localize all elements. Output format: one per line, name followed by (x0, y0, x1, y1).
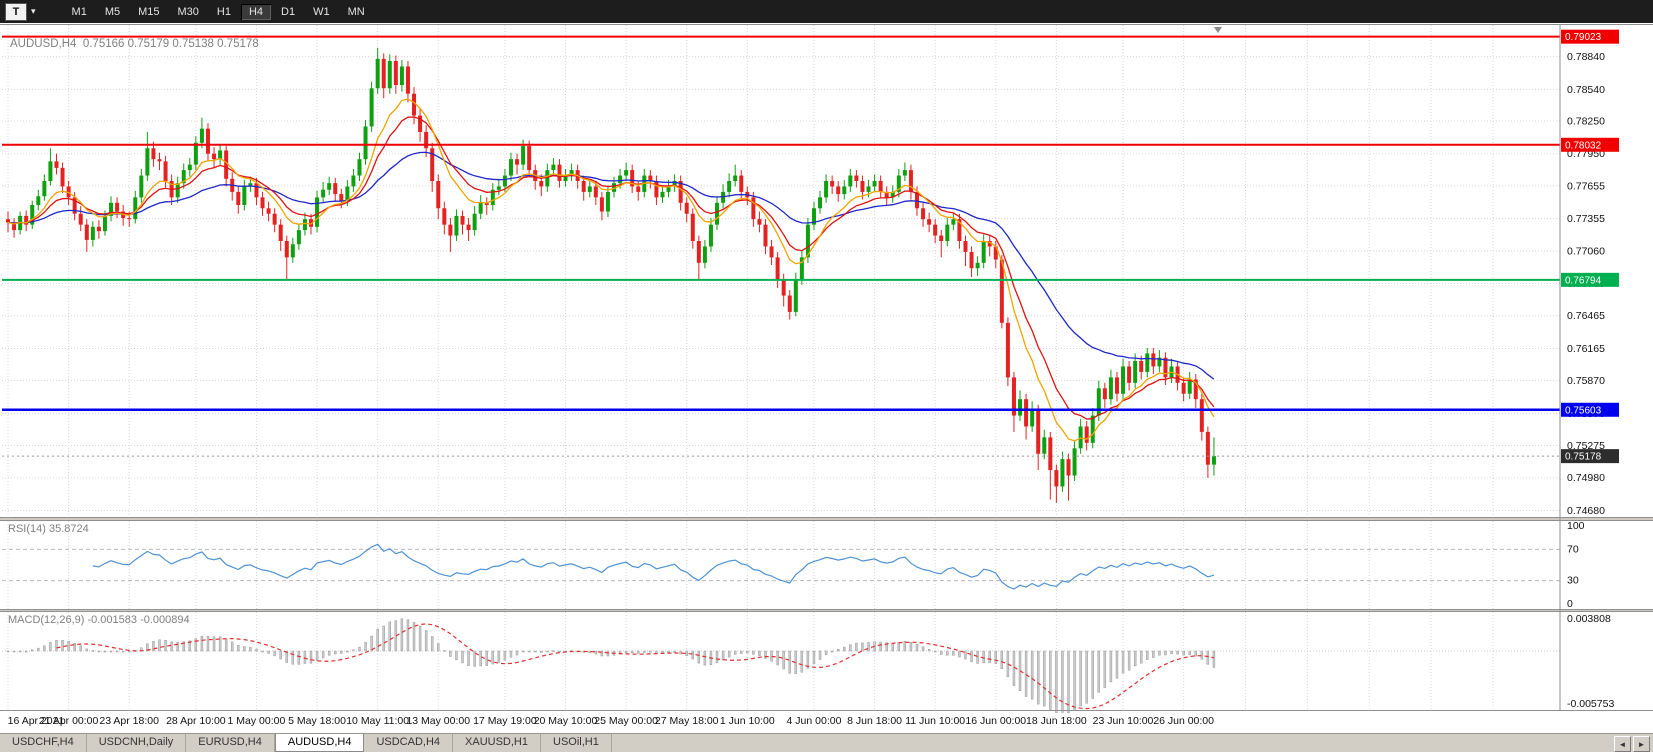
svg-text:16 Jun 00:00: 16 Jun 00:00 (965, 715, 1026, 727)
chart-type-button[interactable]: T (5, 2, 27, 21)
svg-text:27 May 18:00: 27 May 18:00 (655, 715, 719, 727)
timeframe-button-m5[interactable]: M5 (104, 5, 121, 18)
timeframe-button-w1[interactable]: W1 (313, 5, 330, 18)
horizontal-level-lines[interactable] (2, 35, 1560, 457)
timeframe-button-h4[interactable]: H4 (240, 3, 272, 20)
svg-text:17 May 19:00: 17 May 19:00 (473, 715, 537, 727)
symbol-tab-bar: USDCHF,H4 USDCNH,Daily EURUSD,H4 AUDUSD,H4 U… (0, 733, 1653, 752)
symbol-tab-usoil-h1[interactable]: USOil,H1 (541, 734, 612, 752)
svg-text:11 Jun 10:00: 11 Jun 10:00 (905, 715, 965, 727)
svg-text:-0.005753: -0.005753 (1567, 698, 1614, 710)
price-axis[interactable]: 0.788400.785400.782500.779500.776550.773… (1561, 29, 1619, 710)
svg-text:0.75178: 0.75178 (1565, 452, 1602, 463)
panel-separators (0, 24, 1653, 711)
svg-text:1 Jun 10:00: 1 Jun 10:00 (720, 715, 775, 727)
symbol-tab-eurusd-h4[interactable]: EURUSD,H4 (186, 734, 275, 752)
timeframe-button-mn[interactable]: MN (347, 5, 365, 18)
timeframe-button-m15[interactable]: M15 (138, 5, 160, 18)
svg-text:0.76465: 0.76465 (1567, 310, 1605, 322)
svg-text:28 Apr 10:00: 28 Apr 10:00 (166, 715, 226, 727)
timeframe-toolbar: M1 M5 M15 M30 H1 H4 D1 W1 MN (64, 3, 373, 20)
symbol-tabs: USDCHF,H4 USDCNH,Daily EURUSD,H4 AUDUSD,H4 U… (0, 734, 612, 752)
svg-text:8 Jun 18:00: 8 Jun 18:00 (847, 715, 902, 727)
top-toolbar: T ▾ M1 M5 M15 M30 H1 H4 D1 W1 MN (0, 0, 1653, 23)
symbol-tab-usdcad-h4[interactable]: USDCAD,H4 (364, 734, 454, 752)
rsi-panel[interactable] (2, 543, 1560, 590)
svg-text:0.77060: 0.77060 (1567, 245, 1605, 257)
macd-panel[interactable] (2, 618, 1560, 714)
svg-text:10 May 11:00: 10 May 11:00 (346, 715, 409, 727)
candlestick-series (6, 47, 1216, 503)
svg-text:0.79023: 0.79023 (1565, 32, 1602, 43)
svg-text:0.78840: 0.78840 (1567, 51, 1605, 63)
svg-text:0.003808: 0.003808 (1567, 613, 1611, 625)
timeframe-button-d1[interactable]: D1 (281, 5, 296, 18)
svg-text:21 Apr 00:00: 21 Apr 00:00 (39, 715, 99, 727)
chart-type-dropdown-icon[interactable]: ▾ (31, 6, 36, 16)
symbol-tab-usdcnh-daily[interactable]: USDCNH,Daily (87, 734, 187, 752)
svg-text:25 May 00:00: 25 May 00:00 (594, 715, 658, 727)
svg-text:0.78540: 0.78540 (1567, 84, 1605, 96)
svg-text:0.74980: 0.74980 (1567, 472, 1605, 484)
svg-text:16 Apr 2021: 16 Apr 2021 (8, 715, 65, 727)
chart-area[interactable]: 0.788400.785400.782500.779500.776550.773… (0, 0, 1653, 733)
svg-text:4 Jun 00:00: 4 Jun 00:00 (787, 715, 842, 727)
timeframe-button-m1[interactable]: M1 (71, 5, 87, 18)
svg-text:0.75603: 0.75603 (1565, 405, 1602, 416)
svg-text:0.75275: 0.75275 (1567, 440, 1605, 452)
svg-text:0: 0 (1567, 598, 1573, 610)
tab-scroll-right-button[interactable]: ► (1633, 736, 1650, 752)
svg-text:23 Jun 10:00: 23 Jun 10:00 (1093, 715, 1154, 727)
grid-layer (2, 25, 1560, 710)
rsi-indicator-label: RSI(14) 35.8724 (8, 523, 89, 535)
svg-text:70: 70 (1567, 543, 1579, 555)
svg-text:23 Apr 18:00: 23 Apr 18:00 (99, 715, 159, 727)
symbol-tab-audusd-h4[interactable]: AUDUSD,H4 (274, 734, 365, 752)
svg-text:0.78250: 0.78250 (1567, 116, 1605, 128)
symbol-tab-usdchf-h4[interactable]: USDCHF,H4 (0, 734, 87, 752)
svg-text:0.78032: 0.78032 (1565, 140, 1602, 151)
svg-text:1 May 00:00: 1 May 00:00 (228, 715, 286, 727)
svg-text:5 May 18:00: 5 May 18:00 (288, 715, 346, 727)
timeframe-button-m30[interactable]: M30 (177, 5, 199, 18)
svg-text:20 May 10:00: 20 May 10:00 (534, 715, 598, 727)
svg-text:0.77655: 0.77655 (1567, 180, 1605, 192)
svg-text:0.75870: 0.75870 (1567, 375, 1605, 387)
chart-shift-marker (1213, 27, 1222, 33)
svg-text:26 Jun 00:00: 26 Jun 00:00 (1153, 715, 1214, 727)
chart-legend: AUDUSD,H4 0.75166 0.75179 0.75138 0.7517… (10, 38, 259, 50)
svg-text:0.76165: 0.76165 (1567, 343, 1605, 355)
chart-background (0, 0, 1653, 733)
svg-text:0.74680: 0.74680 (1567, 505, 1605, 517)
macd-indicator-label: MACD(12,26,9) -0.001583 -0.000894 (8, 614, 190, 626)
svg-text:100: 100 (1567, 520, 1585, 532)
moving-average-lines (7, 98, 1215, 442)
chart-type-label: T (12, 5, 20, 18)
svg-text:0.77355: 0.77355 (1567, 213, 1605, 225)
svg-text:0.76794: 0.76794 (1565, 275, 1602, 286)
timeframe-button-h1[interactable]: H1 (216, 5, 231, 18)
tab-scroll-buttons: ◄ ► (1614, 736, 1650, 752)
tab-scroll-left-button[interactable]: ◄ (1614, 736, 1631, 752)
symbol-tab-xauusd-h1[interactable]: XAUUSD,H1 (453, 734, 541, 752)
svg-text:30: 30 (1567, 575, 1579, 587)
svg-text:13 May 00:00: 13 May 00:00 (406, 715, 470, 727)
svg-text:18 Jun 18:00: 18 Jun 18:00 (1026, 715, 1087, 727)
